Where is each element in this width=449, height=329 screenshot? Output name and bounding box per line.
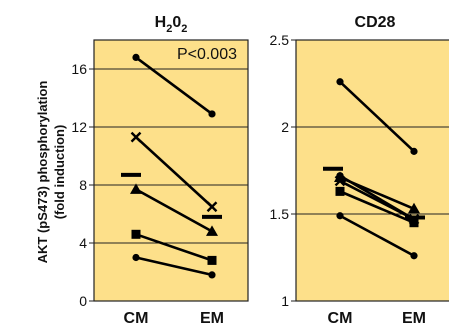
y-tick-label: 1	[281, 293, 289, 309]
chart-title-h2o2: H202	[155, 14, 188, 35]
y-tick-label: 0	[79, 293, 87, 309]
y-tick-label: 4	[79, 235, 87, 251]
data-point-em	[409, 218, 419, 228]
series-line	[134, 233, 214, 262]
x-tick-cd28-cm: CM	[328, 310, 353, 327]
series-line	[134, 135, 214, 209]
y-tick-label: 16	[71, 61, 87, 77]
y-axis-label-line2: (fold induction)	[52, 125, 67, 220]
panel-cd28: 1 1.5 2 2.5 CD28 CM EM	[270, 14, 449, 327]
x-tick-h2o2-em: EM	[200, 310, 224, 327]
series-line	[338, 80, 416, 153]
data-point-em	[208, 271, 216, 279]
series-h2o2	[130, 53, 218, 279]
gridlines-cd28	[296, 126, 449, 215]
data-point-cm	[132, 53, 140, 62]
series-line	[338, 176, 416, 211]
x-tick-cd28-em: EM	[402, 310, 426, 327]
data-point-em	[208, 110, 216, 118]
series-line	[338, 190, 416, 224]
data-point-cm	[130, 183, 142, 194]
series-line	[338, 214, 416, 258]
data-point-cm	[132, 253, 140, 262]
data-point-cm	[336, 212, 344, 220]
y-tick-label: 12	[71, 119, 87, 135]
series-line	[338, 179, 416, 221]
data-point-cm	[131, 229, 141, 239]
chart-title-cd28: CD28	[355, 14, 396, 31]
y-tick-label: 2.5	[270, 32, 290, 48]
series-line	[134, 188, 214, 233]
data-point-em	[206, 225, 218, 236]
y-ticks-h2o2: 0 4 8 12 16	[71, 61, 94, 309]
y-tick-label: 8	[79, 177, 87, 193]
data-point-cm	[336, 78, 344, 86]
series-line	[134, 56, 214, 116]
data-point-em	[410, 252, 418, 260]
data-point-cm	[334, 171, 346, 182]
panel-h2o2: 0 4 8 12 16 H202 P<0.003 CM EM	[71, 14, 249, 327]
y-tick-label: 1.5	[270, 206, 290, 222]
data-point-cm	[335, 186, 345, 196]
means-cd28	[323, 166, 425, 220]
plot-area-cd28	[295, 39, 449, 302]
p-value-annotation: P<0.003	[177, 46, 237, 63]
data-point-em	[410, 147, 418, 155]
data-point-em	[207, 255, 217, 265]
y-tick-label: 2	[281, 119, 289, 135]
series-line	[134, 256, 214, 277]
y-ticks-cd28: 1 1.5 2 2.5	[270, 32, 296, 309]
data-point-cm	[130, 131, 142, 143]
gridlines-h2o2	[94, 68, 248, 244]
data-point-em	[408, 202, 420, 214]
means-h2o2	[121, 172, 222, 219]
y-axis-label-line1: AKT (pS473) phosphorylation	[35, 81, 50, 264]
x-tick-h2o2-cm: CM	[124, 310, 149, 327]
data-point-em	[206, 201, 218, 213]
